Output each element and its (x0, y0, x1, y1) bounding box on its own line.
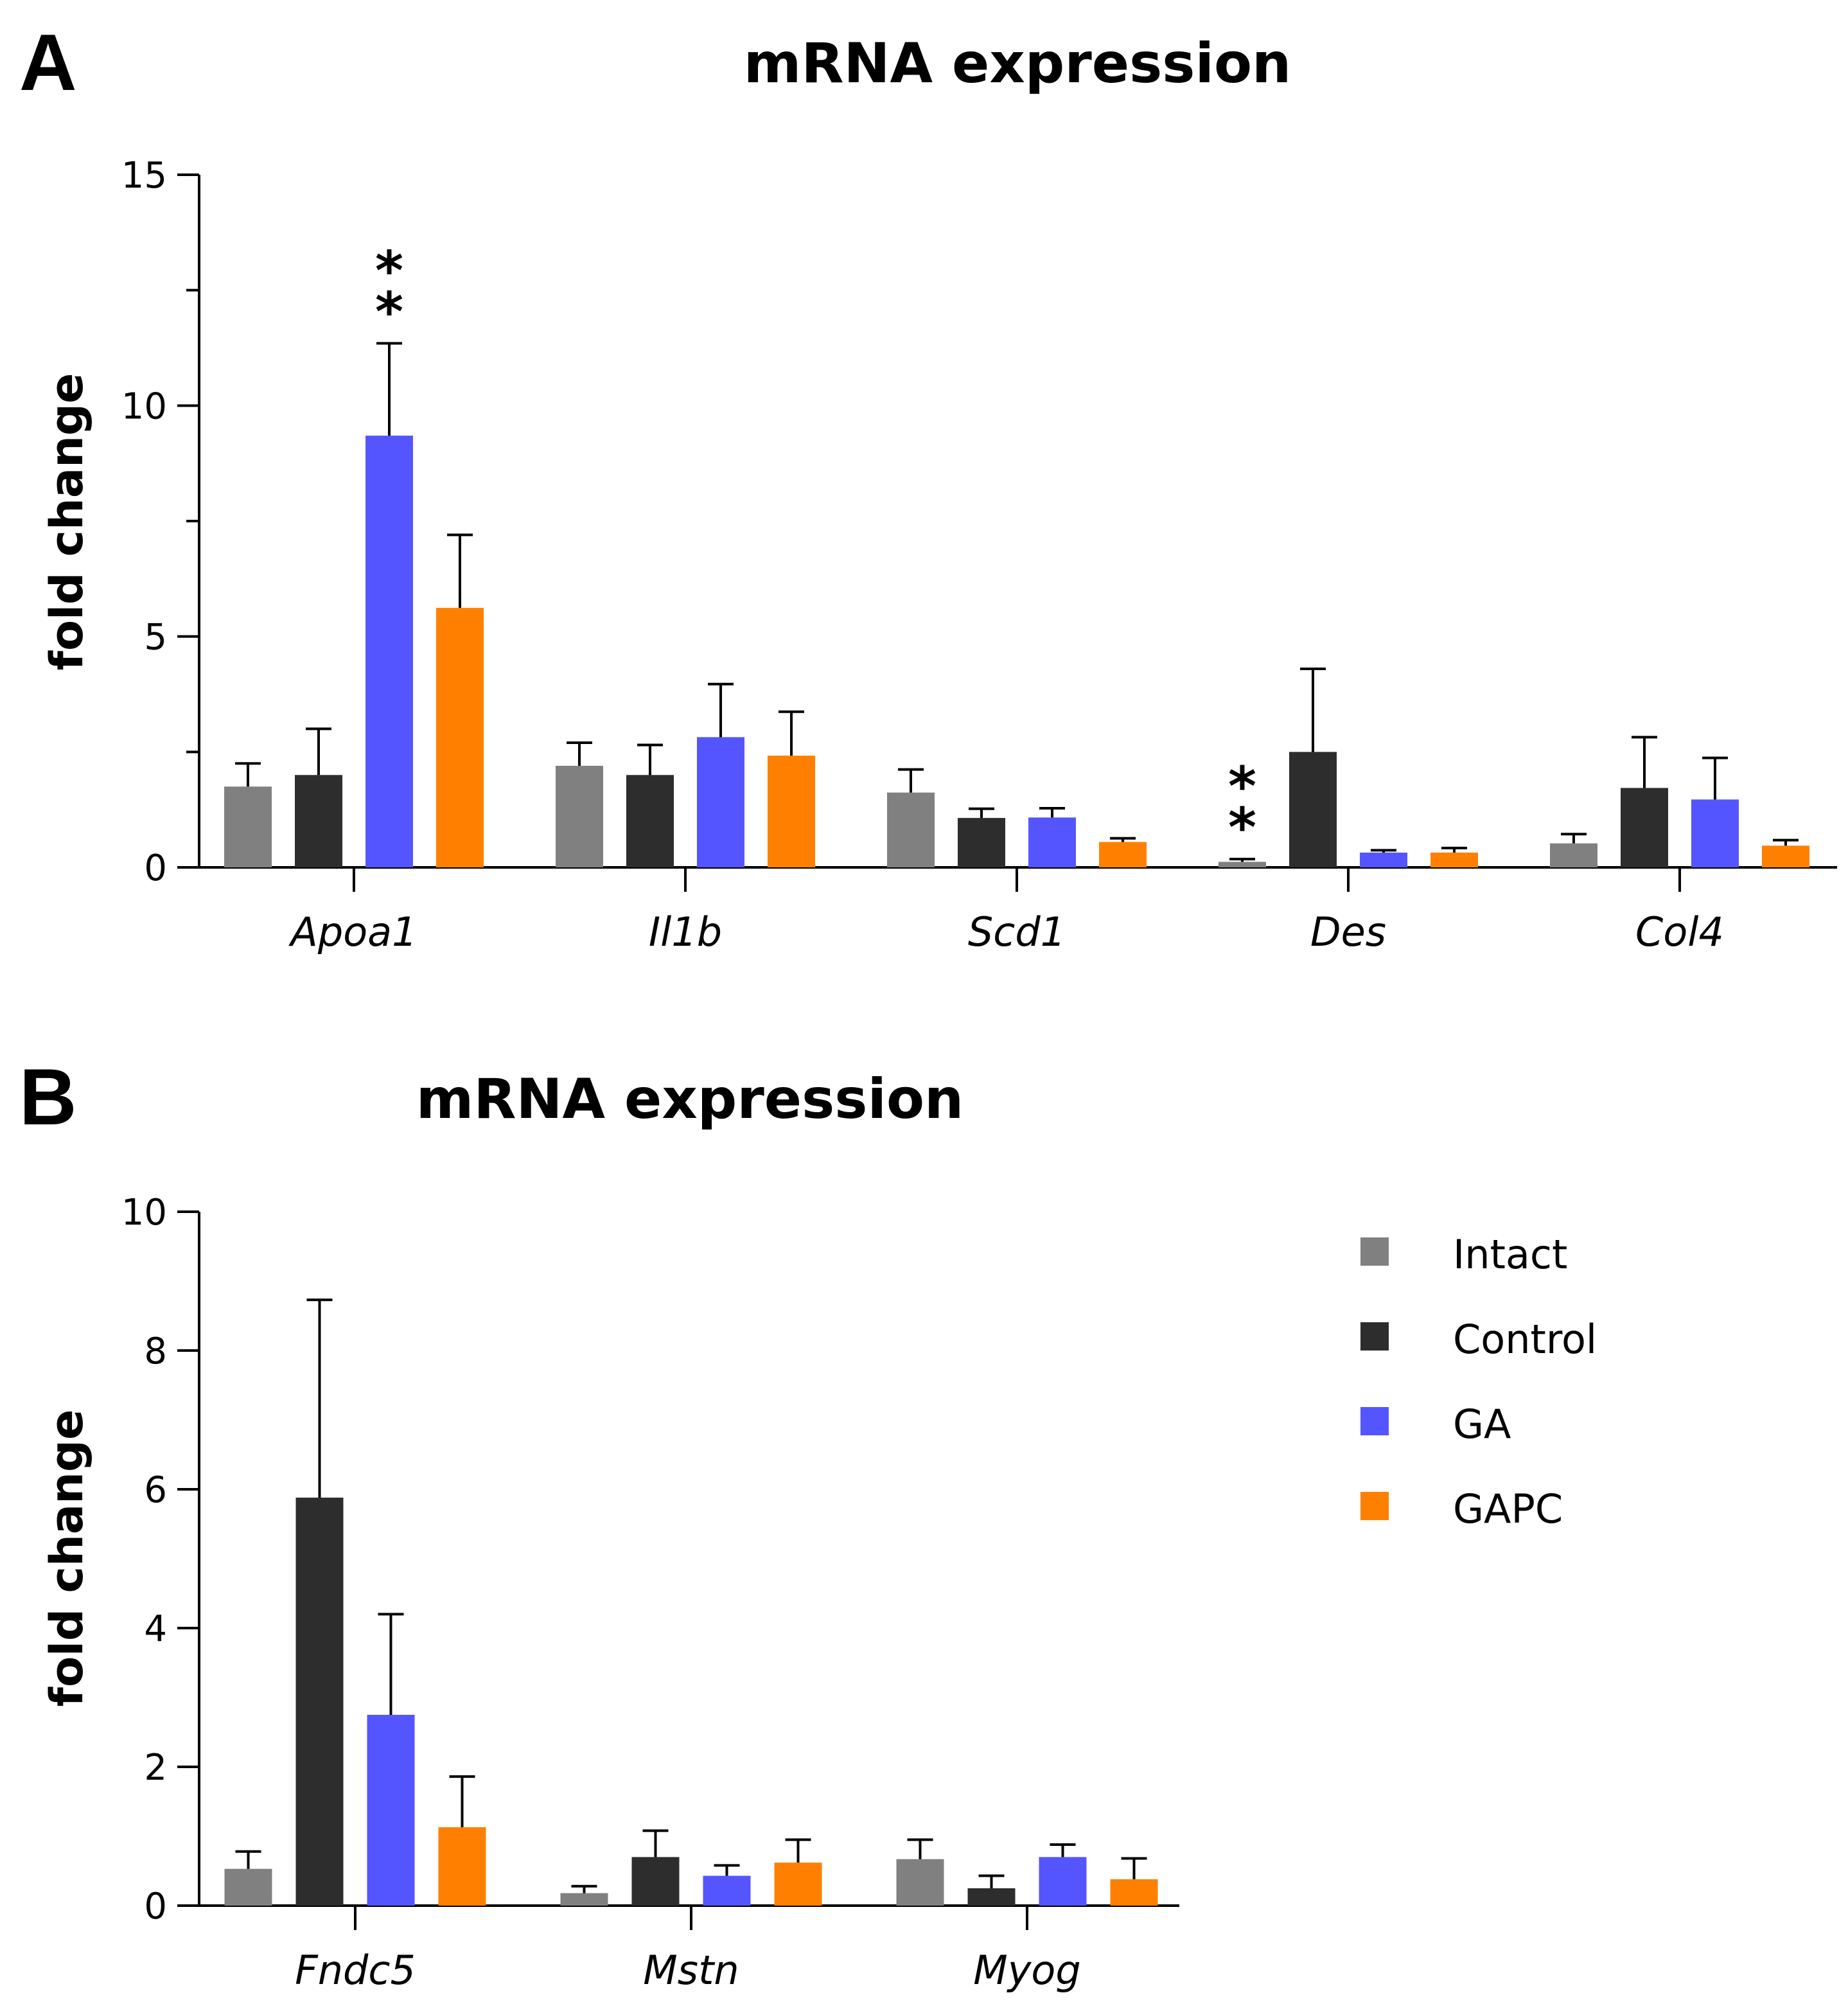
y-axis-label-b: fold change (40, 1410, 93, 1707)
bar-intact-col4 (1550, 843, 1597, 867)
panel-letter-a: A (19, 19, 77, 107)
bar-ga-apoa1 (365, 436, 413, 867)
bar-ga-myog (1039, 1857, 1087, 1906)
y-tick-label: 0 (144, 847, 167, 889)
x-tick-label-il1b: Il1b (649, 908, 722, 955)
bar-control-myog (967, 1888, 1016, 1906)
bar-gapc-apoa1 (436, 608, 484, 867)
legend-swatch-intact (1360, 1237, 1389, 1266)
chart-title-a: mRNA expression (744, 31, 1292, 96)
x-tick-label-scd1: Scd1 (968, 908, 1066, 955)
bar-ga-des (1360, 853, 1407, 867)
bar-gapc-fndc5 (438, 1827, 486, 1906)
legend-label-gapc: GAPC (1453, 1485, 1563, 1532)
bar-ga-col4 (1691, 799, 1739, 867)
bar-ga-fndc5 (367, 1715, 415, 1906)
plot-area-b: 0 2 4 6 8 10 Fndc5 Mstn Myog (121, 1192, 1179, 1994)
bar-gapc-mstn (774, 1863, 822, 1906)
panel-b: B mRNA expression fold change 0 2 4 6 8 10 Fnd… (19, 1053, 1179, 1994)
bar-control-scd1 (958, 818, 1005, 867)
bar-control-des (1289, 752, 1337, 867)
bar-control-col4 (1621, 788, 1668, 867)
y-tick-label: 2 (144, 1747, 167, 1789)
x-tick-label-apoa1: Apoa1 (288, 908, 417, 955)
y-tick-label: 5 (144, 617, 167, 659)
bar-gapc-des (1430, 853, 1478, 867)
y-axis-label-a: fold change (40, 373, 93, 671)
x-tick-label-fndc5: Fndc5 (295, 1947, 416, 1994)
legend-label-ga: GA (1453, 1401, 1511, 1448)
bar-intact-mstn (560, 1893, 608, 1906)
bar-intact-fndc5 (224, 1868, 272, 1906)
x-tick-label-des: Des (1310, 908, 1386, 955)
x-tick-label-col4: Col4 (1635, 908, 1724, 955)
y-tick-label: 6 (144, 1469, 167, 1511)
bar-intact-apoa1 (224, 786, 272, 867)
bar-gapc-il1b (768, 756, 815, 867)
panel-a: A mRNA expression fold change 0 5 10 15 Apoa… (19, 19, 1837, 955)
legend-label-intact: Intact (1453, 1231, 1567, 1278)
bar-intact-des (1219, 862, 1266, 867)
bar-control-mstn (631, 1857, 680, 1906)
significance-star: * (1228, 796, 1256, 859)
bar-intact-il1b (556, 765, 603, 867)
legend: Intact Control GA GAPC (1360, 1231, 1597, 1532)
bar-gapc-scd1 (1099, 842, 1147, 867)
y-tick-label: 10 (121, 1192, 167, 1234)
bar-control-apoa1 (295, 775, 342, 867)
bar-intact-scd1 (887, 792, 935, 867)
bar-ga-mstn (703, 1875, 751, 1906)
significance-star: * (375, 239, 403, 302)
x-tick-label-myog: Myog (973, 1947, 1080, 1994)
legend-swatch-control (1360, 1322, 1389, 1351)
y-tick-label: 15 (121, 155, 167, 197)
significance-star: * (1228, 755, 1256, 818)
bar-ga-il1b (697, 737, 744, 867)
bar-gapc-col4 (1762, 846, 1809, 867)
bar-intact-myog (896, 1859, 944, 1906)
legend-label-control: Control (1453, 1316, 1597, 1363)
y-tick-label: 4 (144, 1608, 167, 1650)
legend-swatch-ga (1360, 1407, 1389, 1435)
x-tick-label-mstn: Mstn (643, 1947, 739, 1994)
legend-swatch-gapc (1360, 1492, 1389, 1520)
bar-gapc-myog (1110, 1879, 1158, 1906)
y-tick-label: 8 (144, 1331, 167, 1372)
y-tick-label: 0 (144, 1886, 167, 1927)
y-tick-label: 10 (121, 385, 167, 427)
bar-ga-scd1 (1028, 817, 1076, 867)
chart-title-b: mRNA expression (416, 1067, 964, 1131)
significance-star: * (375, 280, 403, 343)
bar-control-il1b (626, 775, 674, 867)
bar-control-fndc5 (295, 1497, 344, 1906)
panel-letter-b: B (19, 1053, 77, 1142)
